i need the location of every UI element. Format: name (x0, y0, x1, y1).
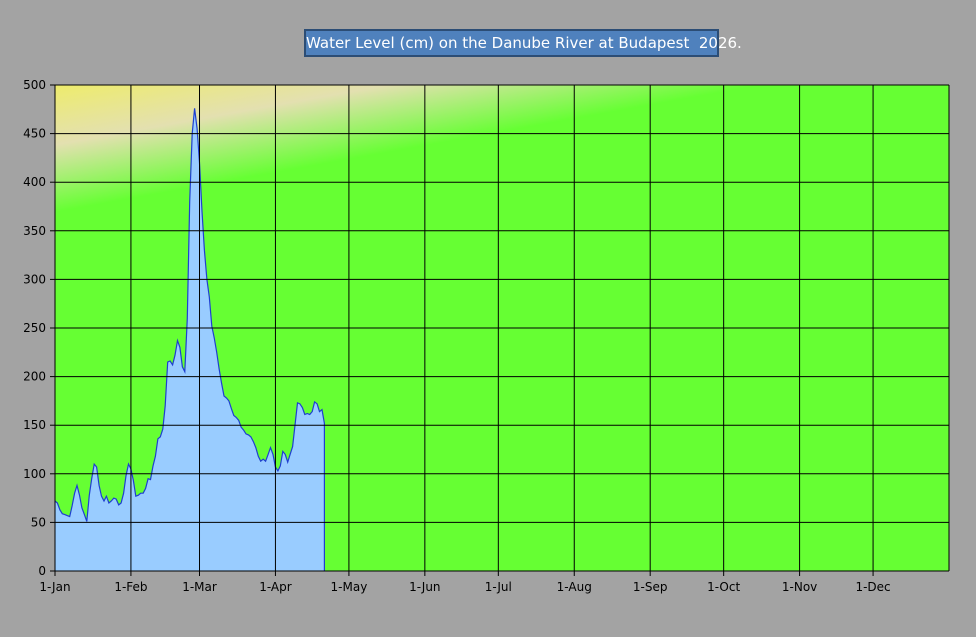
y-tick-label: 350 (23, 224, 46, 238)
x-tick-label: 1-Oct (707, 580, 740, 594)
x-tick-label: 1-Jan (39, 580, 70, 594)
x-tick-label: 1-Jun (409, 580, 440, 594)
x-tick-label: 1-Dec (855, 580, 890, 594)
y-tick-label: 200 (23, 370, 46, 384)
x-tick-label: 1-Mar (182, 580, 217, 594)
x-tick-label: 1-Nov (782, 580, 817, 594)
y-tick-label: 100 (23, 467, 46, 481)
x-tick-label: 1-May (331, 580, 368, 594)
x-tick-label: 1-Aug (557, 580, 592, 594)
y-tick-label: 450 (23, 127, 46, 141)
y-tick-label: 50 (31, 515, 46, 529)
x-tick-label: 1-Feb (114, 580, 147, 594)
y-tick-label: 400 (23, 175, 46, 189)
y-tick-label: 500 (23, 78, 46, 92)
y-tick-label: 0 (38, 564, 46, 578)
chart-title: Water Level (cm) on the Danube River at … (304, 29, 742, 57)
water-level-line (54, 108, 325, 571)
y-tick-label: 250 (23, 321, 46, 335)
x-tick-label: 1-Jul (485, 580, 512, 594)
x-tick-label: 1-Sep (633, 580, 668, 594)
y-tick-label: 150 (23, 418, 46, 432)
y-tick-label: 300 (23, 272, 46, 286)
x-tick-label: 1-Apr (259, 580, 292, 594)
water-level-area (55, 108, 325, 572)
